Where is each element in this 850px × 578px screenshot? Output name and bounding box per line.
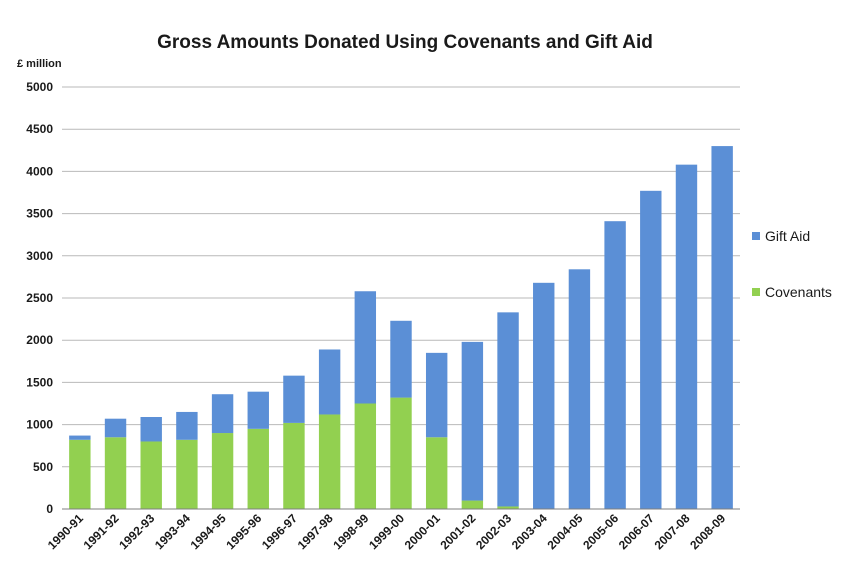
- bar-covenants: [497, 506, 519, 509]
- x-tick-label: 2000-01: [402, 511, 443, 552]
- y-tick-label: 2500: [26, 291, 53, 305]
- bar-gift-aid: [497, 312, 519, 507]
- x-tick-label: 2005-06: [580, 511, 621, 552]
- x-tick-label: 1992-93: [116, 511, 157, 552]
- y-tick-label: 2000: [26, 333, 53, 347]
- y-tick-label: 3000: [26, 249, 53, 263]
- bars: [69, 146, 733, 510]
- x-tick-label: 2006-07: [616, 511, 657, 552]
- legend-swatch-covenants: [752, 288, 760, 296]
- bar-gift-aid: [425, 352, 448, 438]
- x-tick-label: 1998-99: [330, 511, 371, 552]
- legend: Gift Aid Covenants: [752, 228, 832, 300]
- bar-gift-aid: [711, 146, 733, 509]
- y-tick-label: 3500: [26, 207, 53, 221]
- x-tick-label: 2007-08: [652, 511, 693, 552]
- gridlines: [62, 86, 740, 468]
- bar-gift-aid: [211, 394, 234, 434]
- y-tick-label: 4500: [26, 122, 53, 136]
- chart-title: Gross Amounts Donated Using Covenants an…: [157, 32, 653, 53]
- x-tick-label: 1997-98: [295, 511, 336, 552]
- bar-gift-aid: [318, 349, 341, 415]
- y-axis-unit-label: £ million: [17, 58, 62, 70]
- x-tick-label: 1995-96: [223, 511, 264, 552]
- bar-gift-aid: [568, 269, 591, 509]
- bar-covenants: [461, 500, 484, 509]
- x-tick-label: 1993-94: [152, 511, 193, 552]
- y-axis-ticks: 0 500 1000 1500 2000 2500 3000 3500 4000 4500 5000: [26, 80, 53, 516]
- y-tick-label: 4000: [26, 164, 53, 178]
- x-tick-label: 1990-91: [45, 511, 86, 552]
- bar-covenants: [211, 433, 234, 509]
- bar-gift-aid: [675, 164, 698, 509]
- x-axis-ticks: 1990-911991-921992-931993-941994-951995-…: [45, 511, 729, 552]
- bar-covenants: [104, 437, 127, 509]
- bar-covenants: [247, 428, 269, 509]
- bar-gift-aid: [604, 221, 626, 510]
- bar-gift-aid: [69, 435, 91, 440]
- bar-gift-aid: [176, 411, 198, 440]
- x-tick-label: 1994-95: [188, 511, 229, 552]
- bar-gift-aid: [461, 341, 484, 501]
- bar-gift-aid: [140, 417, 162, 442]
- bar-covenants: [283, 422, 305, 509]
- bar-covenants: [318, 414, 341, 509]
- bar-covenants: [140, 441, 162, 509]
- x-tick-label: 1996-97: [259, 511, 300, 552]
- legend-label-gift-aid: Gift Aid: [765, 228, 810, 244]
- y-tick-label: 1500: [26, 375, 53, 389]
- y-tick-label: 0: [46, 502, 53, 516]
- bar-gift-aid: [640, 190, 662, 509]
- bar-gift-aid: [283, 375, 305, 423]
- x-tick-label: 1999-00: [366, 511, 407, 552]
- x-tick-label: 2004-05: [544, 511, 585, 552]
- y-tick-label: 5000: [26, 80, 53, 94]
- x-tick-label: 1991-92: [81, 511, 122, 552]
- bar-covenants: [354, 403, 377, 509]
- bar-gift-aid: [354, 291, 377, 404]
- x-tick-label: 2001-02: [437, 511, 478, 552]
- bar-gift-aid: [247, 391, 269, 429]
- bar-gift-aid: [104, 418, 127, 438]
- legend-label-covenants: Covenants: [765, 284, 832, 300]
- bar-covenants: [69, 439, 91, 509]
- bar-covenants: [390, 397, 412, 509]
- y-tick-label: 500: [33, 460, 53, 474]
- legend-swatch-gift-aid: [752, 232, 760, 240]
- x-tick-label: 2003-04: [509, 511, 550, 552]
- bar-gift-aid: [390, 320, 412, 398]
- bar-gift-aid: [533, 282, 555, 509]
- x-tick-label: 2002-03: [473, 511, 514, 552]
- bar-covenants: [425, 437, 448, 509]
- y-tick-label: 1000: [26, 418, 53, 432]
- bar-covenants: [176, 439, 198, 509]
- x-tick-label: 2008-09: [687, 511, 728, 552]
